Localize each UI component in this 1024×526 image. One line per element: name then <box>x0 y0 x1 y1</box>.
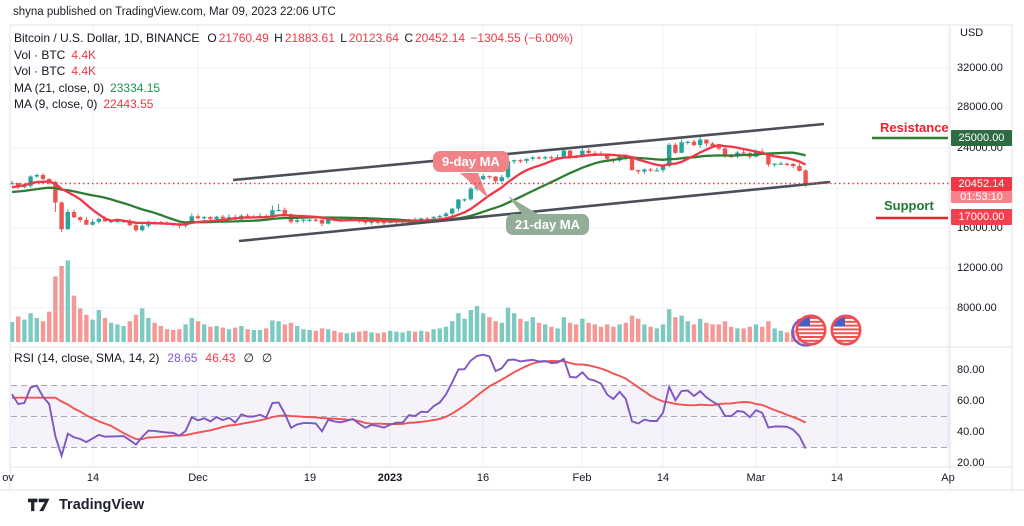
time-axis-label: Dec <box>188 472 208 484</box>
time-axis-label: 14 <box>86 472 100 484</box>
time-axis-label: 19 <box>303 472 317 484</box>
price-axis-label: 28000.00 <box>957 101 1003 113</box>
ma21-value: 23334.15 <box>110 80 161 95</box>
support-label: Support <box>884 198 934 213</box>
rsi-axis-label: 60.00 <box>957 395 985 407</box>
time-axis-label: 14 <box>656 472 670 484</box>
time-axis-label: 2023 <box>377 472 403 484</box>
attribution-text: shyna published on TradingView.com, Mar … <box>13 6 336 18</box>
symbol-title: Bitcoin / U.S. Dollar, 1D, BINANCE <box>14 31 200 45</box>
rsi-axis-label: 20.00 <box>957 457 985 469</box>
chart-legend: Bitcoin / U.S. Dollar, 1D, BINANCE O 2176… <box>14 30 577 113</box>
legend-volume-row-1[interactable]: Vol · BTC 4.4K <box>14 47 97 62</box>
resistance-price-tag: 25000.00 <box>951 130 1012 146</box>
ma21-annotation-bubble[interactable]: 21-day MA <box>506 214 590 235</box>
ma9-value: 22443.55 <box>103 97 154 111</box>
volume-value-1: 4.4K <box>71 47 97 62</box>
price-axis-label: 32000.00 <box>957 62 1003 74</box>
rsi-empty-2: ∅ <box>261 351 273 365</box>
time-axis-label: Ap <box>941 472 955 484</box>
resistance-label: Resistance <box>880 120 949 135</box>
legend-volume-row-2[interactable]: Vol · BTC 4.4K <box>14 64 97 78</box>
last-price-tag: 20452.14 <box>951 177 1012 191</box>
rsi-legend[interactable]: RSI (14, close, SMA, 14, 2) 28.65 46.43 … <box>14 351 272 365</box>
time-axis-label: ov <box>2 472 14 484</box>
legend-ma21-row[interactable]: MA (21, close, 0) 23334.15 <box>14 80 161 95</box>
change-value: −1304.55 (−6.00%) <box>470 31 574 45</box>
time-axis-label: Mar <box>746 472 766 484</box>
legend-symbol-row[interactable]: Bitcoin / U.S. Dollar, 1D, BINANCE O 2176… <box>14 30 577 47</box>
support-price-tag: 17000.00 <box>951 209 1012 225</box>
rsi-sma-value: 46.43 <box>205 351 236 365</box>
tradingview-logo-icon <box>28 498 50 511</box>
ohlc-values: O 21760.49 H 21883.61 L 20123.64 C 20452.14 … <box>207 31 574 45</box>
rsi-label: RSI (14, close, SMA, 14, 2) <box>14 351 160 365</box>
ma9-annotation-bubble[interactable]: 9-day MA <box>433 151 509 172</box>
rsi-axis-label: 80.00 <box>957 364 985 376</box>
rsi-empty-1: ∅ <box>243 351 254 365</box>
rsi-value: 28.65 <box>167 351 198 365</box>
candle-countdown-tag: 01:53:10 <box>951 191 1012 203</box>
volume-value-2: 4.4K <box>71 64 97 78</box>
footer-brand-text: TradingView <box>59 497 145 513</box>
time-axis-label: 14 <box>830 472 844 484</box>
price-axis-label: 8000.00 <box>957 302 997 314</box>
price-scale-currency: USD <box>960 27 984 39</box>
price-axis-label: 16000.00 <box>957 222 1003 234</box>
time-axis-label: 16 <box>476 472 490 484</box>
flag-drawing-icons <box>791 314 862 347</box>
price-axis-label: 12000.00 <box>957 262 1003 274</box>
legend-ma9-row[interactable]: MA (9, close, 0) 22443.55 <box>14 97 154 111</box>
rsi-axis-label: 40.00 <box>957 426 985 438</box>
time-axis-label: Feb <box>572 472 592 484</box>
tradingview-footer-link[interactable]: TradingView <box>28 497 144 513</box>
